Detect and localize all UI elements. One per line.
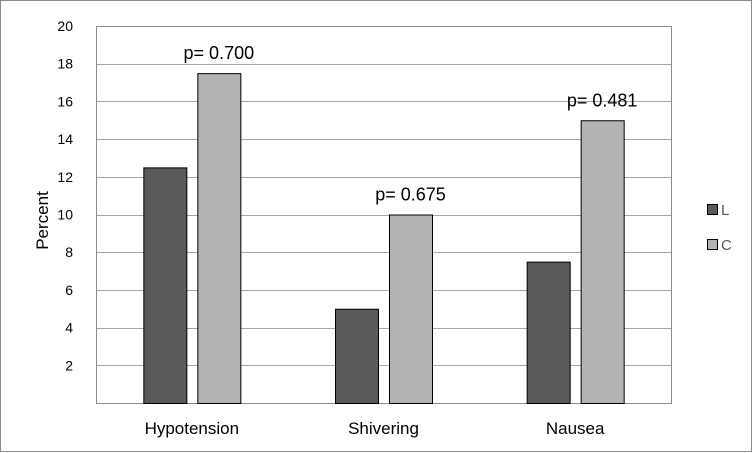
y-axis-ticks: 2 4 6 8 10 12 14 16 18 20 xyxy=(57,18,73,373)
plot-area xyxy=(96,26,672,404)
y-tick-label: 18 xyxy=(57,56,73,72)
y-tick-label: 16 xyxy=(57,93,73,109)
y-tick-label: 12 xyxy=(57,169,73,185)
y-axis-title: Percent xyxy=(33,191,52,250)
y-tick-label: 2 xyxy=(65,357,73,373)
legend-swatch-l xyxy=(707,204,718,215)
bar-c-shivering xyxy=(389,214,433,404)
bar-c-nausea xyxy=(580,120,625,404)
legend: LC xyxy=(707,202,732,254)
bar-l-nausea xyxy=(526,261,571,404)
legend-swatch-c xyxy=(707,239,718,250)
y-tick-label: 10 xyxy=(57,207,73,223)
y-tick-label: 4 xyxy=(65,320,73,336)
annotations: p= 0.700 p= 0.675 p= 0.481 xyxy=(184,43,638,204)
legend-label-l: L xyxy=(721,202,729,219)
x-category-label: Shivering xyxy=(348,419,419,438)
bar-l-hypotension xyxy=(143,167,188,404)
y-tick-label: 20 xyxy=(57,18,73,34)
p-value-annotation: p= 0.675 xyxy=(375,185,446,205)
p-value-annotation: p= 0.700 xyxy=(184,43,255,63)
y-tick-label: 14 xyxy=(57,131,73,147)
legend-label-c: C xyxy=(721,237,732,254)
x-category-label: Nausea xyxy=(546,419,605,438)
y-tick-label: 6 xyxy=(65,282,73,298)
bar-c-hypotension xyxy=(197,73,242,404)
bars xyxy=(143,73,625,404)
p-value-annotation: p= 0.481 xyxy=(567,90,638,110)
x-category-label: Hypotension xyxy=(145,419,240,438)
x-axis-categories: Hypotension Shivering Nausea xyxy=(145,419,605,438)
bar-l-shivering xyxy=(335,308,379,404)
y-tick-label: 8 xyxy=(65,244,73,260)
